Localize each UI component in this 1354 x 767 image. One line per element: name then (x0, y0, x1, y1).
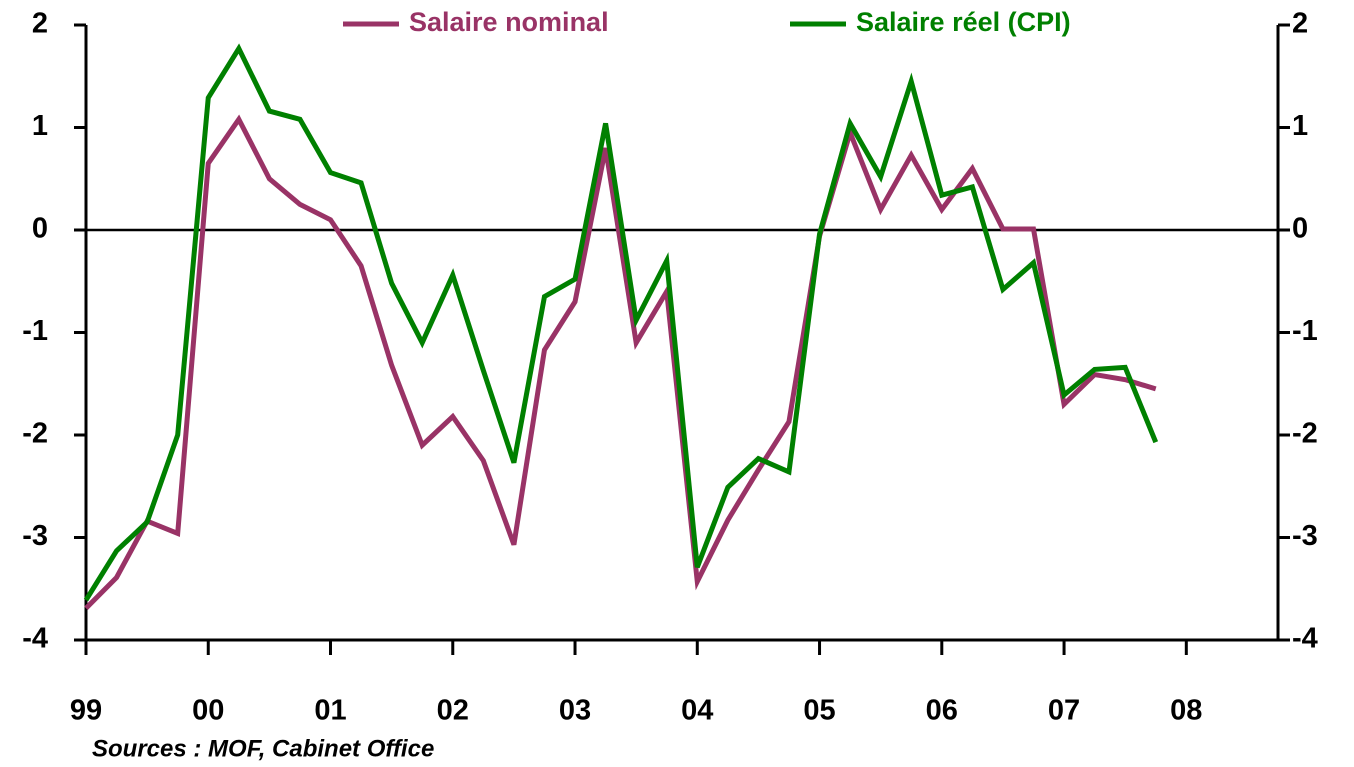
x-tick-label: 99 (70, 695, 102, 727)
y-tick-label: 1 (32, 110, 48, 142)
x-tick-label: 05 (803, 695, 835, 727)
y-tick-label: -2 (22, 418, 48, 450)
x-tick-label: 08 (1170, 695, 1202, 727)
y2-tick-label: 2 (1292, 8, 1308, 40)
y2-tick-label: -2 (1292, 418, 1318, 450)
y-tick-label: -4 (22, 623, 48, 655)
x-tick-label: 04 (681, 695, 713, 727)
y2-tick-label: 0 (1292, 213, 1308, 245)
y-tick-label: -3 (22, 520, 48, 552)
source-note: Sources : MOF, Cabinet Office (92, 735, 434, 762)
x-tick-label: 01 (314, 695, 346, 727)
y2-tick-label: -4 (1292, 623, 1318, 655)
y-tick-label: -1 (22, 315, 48, 347)
x-tick-label: 07 (1048, 695, 1080, 727)
x-tick-label: 00 (192, 695, 224, 727)
series-line (84, 114, 1157, 610)
series-line (83, 43, 1159, 602)
legend-label: Salaire nominal (409, 7, 609, 37)
y2-tick-label: -1 (1292, 315, 1318, 347)
y2-tick-label: -3 (1292, 520, 1318, 552)
x-tick-label: 06 (926, 695, 958, 727)
x-tick-label: 02 (437, 695, 469, 727)
y2-tick-label: 1 (1292, 110, 1308, 142)
x-tick-label: 03 (559, 695, 591, 727)
legend-label: Salaire réel (CPI) (856, 7, 1071, 37)
y-tick-label: 0 (32, 213, 48, 245)
y-tick-label: 2 (32, 8, 48, 40)
